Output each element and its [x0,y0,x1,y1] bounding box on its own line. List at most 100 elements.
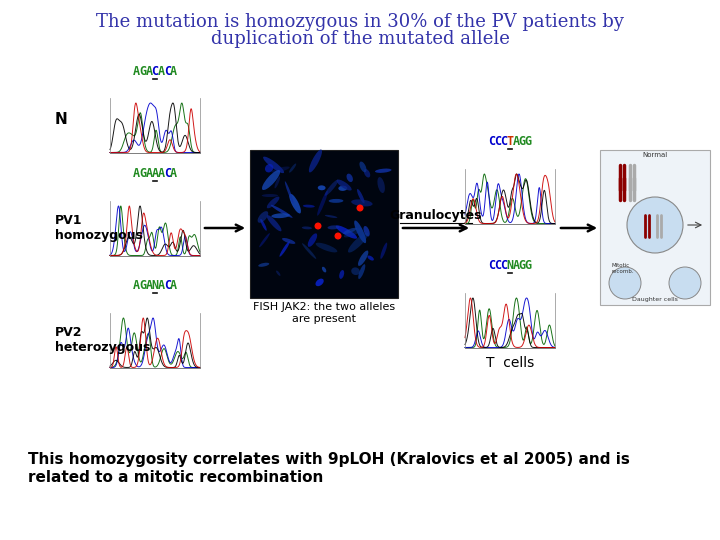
Text: C: C [488,259,495,272]
Ellipse shape [307,233,318,247]
Text: heterozygous: heterozygous [55,341,150,354]
Circle shape [609,267,641,299]
Circle shape [315,223,321,229]
Ellipse shape [276,271,281,276]
Ellipse shape [262,170,280,190]
Text: This homozygosity correlates with 9pLOH (Kralovics et al 2005) and is: This homozygosity correlates with 9pLOH … [28,452,630,467]
Text: G: G [139,167,146,180]
Ellipse shape [364,169,370,178]
Circle shape [627,197,683,253]
Ellipse shape [348,233,368,253]
Text: G: G [525,259,532,272]
Ellipse shape [354,220,366,243]
Ellipse shape [325,215,338,218]
Ellipse shape [271,166,289,173]
Ellipse shape [322,267,326,272]
Ellipse shape [338,186,347,191]
Ellipse shape [358,251,369,266]
Ellipse shape [282,238,295,244]
Ellipse shape [285,181,294,204]
Text: A: A [145,167,153,180]
Ellipse shape [351,199,372,206]
Ellipse shape [325,180,338,195]
Text: C: C [500,135,508,148]
Ellipse shape [266,215,282,231]
Text: C: C [163,167,171,180]
Text: T: T [506,135,513,148]
Ellipse shape [302,243,316,259]
Text: C: C [500,259,508,272]
Ellipse shape [258,211,269,223]
Text: The mutation is homozygous in 30% of the PV patients by: The mutation is homozygous in 30% of the… [96,13,624,31]
Ellipse shape [267,197,279,208]
Text: Normal: Normal [642,152,667,158]
Ellipse shape [260,219,266,231]
Text: A: A [133,279,140,292]
Text: PV2: PV2 [55,326,83,339]
Circle shape [357,205,363,211]
Ellipse shape [271,205,292,218]
Ellipse shape [328,225,339,229]
Ellipse shape [375,168,392,173]
Text: A: A [513,135,520,148]
Ellipse shape [303,205,315,207]
Ellipse shape [343,228,356,234]
Ellipse shape [317,191,328,215]
Ellipse shape [315,242,338,252]
Text: Mitotic
recomb.: Mitotic recomb. [612,263,634,274]
Ellipse shape [336,225,357,239]
Text: A: A [151,167,158,180]
Text: C: C [488,135,495,148]
Text: Granulocytes: Granulocytes [390,209,482,222]
Text: G: G [139,65,146,78]
Text: G: G [525,135,532,148]
Text: N: N [506,259,513,272]
Text: C: C [163,279,171,292]
Text: C: C [163,65,171,78]
Ellipse shape [274,177,280,188]
Text: PV1: PV1 [55,213,83,226]
Ellipse shape [380,242,387,259]
Bar [250,150,398,298]
Ellipse shape [263,157,284,173]
Ellipse shape [367,255,374,261]
Ellipse shape [309,150,322,172]
Ellipse shape [289,164,296,173]
Text: C: C [494,135,501,148]
Text: G: G [518,135,526,148]
Ellipse shape [339,270,344,279]
Text: T  cells: T cells [486,356,534,370]
Ellipse shape [344,228,362,238]
Ellipse shape [259,233,270,247]
Text: homozygous: homozygous [55,230,143,242]
Ellipse shape [359,161,366,172]
Text: N: N [151,279,158,292]
Ellipse shape [262,194,278,197]
Ellipse shape [258,263,269,267]
Text: A: A [145,65,153,78]
Ellipse shape [329,199,343,203]
Text: C: C [494,259,501,272]
Text: A: A [170,279,177,292]
Text: related to a mitotic recombination: related to a mitotic recombination [28,470,323,485]
Ellipse shape [289,194,301,213]
Ellipse shape [318,185,325,190]
Text: A: A [133,65,140,78]
Text: duplication of the mutated allele: duplication of the mutated allele [210,30,510,48]
Ellipse shape [271,213,290,218]
Text: A: A [158,279,165,292]
Text: A: A [158,65,165,78]
Text: N: N [55,112,68,127]
Text: A: A [170,65,177,78]
Text: A: A [145,279,153,292]
Text: are present: are present [292,314,356,324]
Text: G: G [518,259,526,272]
Text: G: G [139,279,146,292]
Circle shape [336,233,341,239]
Ellipse shape [346,174,353,182]
Ellipse shape [279,241,290,256]
Ellipse shape [265,164,274,172]
Bar [600,150,710,305]
Ellipse shape [357,189,364,204]
Text: A: A [158,167,165,180]
